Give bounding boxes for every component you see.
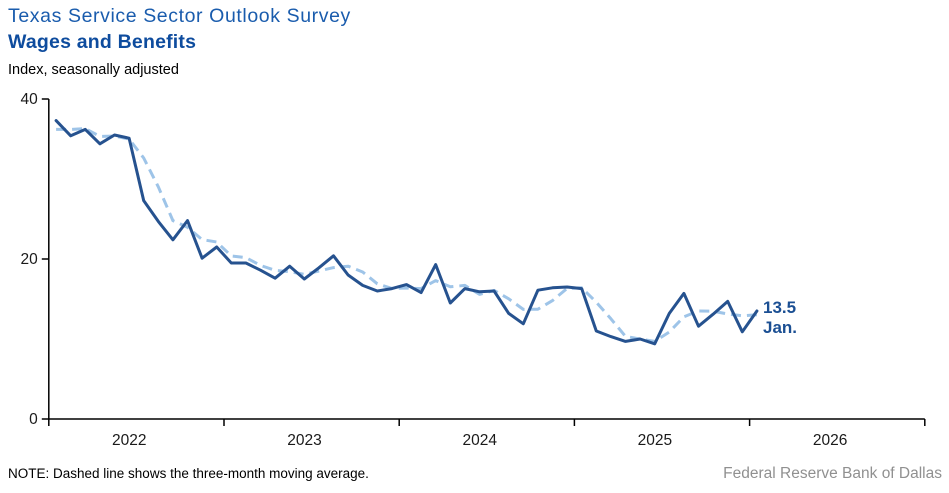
y-tick-label-0: 0 [29,411,38,428]
x-tick-label-2026: 2026 [813,432,847,449]
source-label: Federal Reserve Bank of Dallas [723,465,942,482]
x-tick-label-2025: 2025 [638,432,672,449]
x-tick-label-2024: 2024 [462,432,497,449]
moving-average-line [56,127,758,343]
x-tick-label-2022: 2022 [112,432,146,449]
footnote: NOTE: Dashed line shows the three-month … [8,466,369,481]
latest-value-label: 13.5 [763,298,797,317]
x-tick-label-2023: 2023 [287,432,321,449]
y-axis-description: Index, seasonally adjusted [8,62,179,78]
latest-value-annotation: 13.5 Jan. [763,298,797,337]
latest-month-label: Jan. [763,317,798,337]
y-tick-label-20: 20 [21,251,39,268]
y-tick-label-40: 40 [21,91,39,108]
index-line [54,119,759,346]
chart-subtitle: Wages and Benefits [8,31,197,53]
chart-title: Texas Service Sector Outlook Survey [8,5,351,27]
axis-lines [48,99,925,426]
